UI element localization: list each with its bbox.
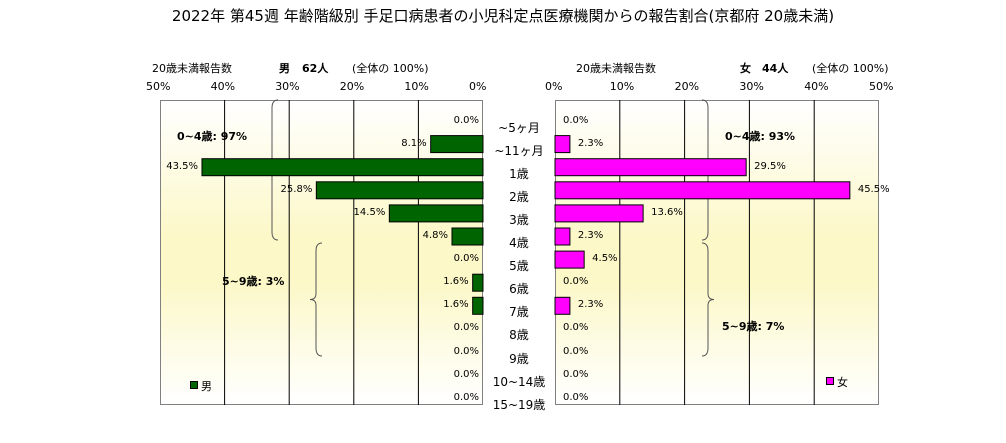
legend-female-label: 女 [837, 376, 848, 389]
male-bar [201, 158, 484, 177]
female-bar [554, 296, 571, 315]
legend-female-swatch [826, 377, 834, 385]
legend-female: 女 [826, 374, 848, 390]
female-value-label: 2.3% [577, 230, 604, 241]
legend-male-label: 男 [201, 380, 212, 393]
right-header-count: 44人 [762, 62, 789, 75]
right-header-sex: 女 [740, 62, 751, 75]
left-header-share: (全体の 100%) [352, 62, 429, 75]
female-bar [554, 204, 644, 223]
male-annotation-0-4: 0~4歳: 97% [177, 130, 248, 143]
age-category-label: 8歳 [509, 328, 529, 343]
male-bar [430, 135, 484, 154]
female-value-label: 2.3% [577, 137, 604, 149]
female-tick-label: 40% [804, 80, 829, 93]
female-tick-label: 30% [739, 80, 764, 93]
legend-male: 男 [190, 378, 212, 394]
female-plot-area [555, 100, 879, 405]
female-value-label: 13.6% [651, 206, 683, 218]
age-category-label: 9歳 [509, 351, 529, 366]
male-value-label: 0.0% [453, 114, 479, 126]
female-annotation-5-9: 5~9歳: 7% [722, 320, 785, 333]
male-value-label: 8.1% [401, 137, 427, 149]
left-header-count: 62人 [302, 62, 329, 75]
legend-male-swatch [190, 381, 198, 389]
age-category-label: 15~19歳 [492, 397, 546, 412]
male-bar [388, 204, 484, 223]
male-value-label: 14.5% [353, 206, 386, 218]
female-bar [554, 181, 851, 200]
female-bracket-5-9 [701, 242, 715, 357]
right-header-share: (全体の 100%) [812, 62, 889, 75]
male-value-label: 0.0% [453, 322, 479, 334]
female-value-label: 0.0% [563, 276, 589, 288]
female-annotation-0-4: 0~4歳: 93% [725, 130, 796, 143]
female-bar [554, 250, 585, 269]
age-category-label: 2歳 [509, 189, 529, 204]
male-value-label: 0.0% [453, 345, 479, 357]
female-bar [554, 135, 571, 154]
male-tick-label: 50% [146, 80, 171, 93]
male-value-label: 25.8% [280, 183, 313, 195]
age-category-label: 6歳 [509, 282, 529, 297]
male-value-label: 43.5% [166, 160, 198, 172]
female-value-label: 0.0% [563, 322, 589, 334]
male-bracket-5-9 [309, 242, 323, 357]
female-tick-label: 0% [545, 80, 563, 93]
age-category-label: 4歳 [509, 236, 529, 250]
male-bar [472, 296, 484, 315]
female-value-label: 0.0% [563, 391, 589, 403]
age-category-label: 3歳 [509, 212, 529, 227]
female-value-label: 29.5% [754, 160, 786, 172]
female-value-label: 45.5% [857, 183, 890, 195]
age-category-label: 7歳 [509, 305, 529, 320]
female-value-label: 0.0% [563, 345, 589, 357]
age-category-label: 5歳 [509, 259, 529, 274]
age-category-label: 1歳 [509, 166, 529, 181]
male-value-label: 0.0% [453, 391, 479, 403]
female-value-label: 0.0% [563, 368, 589, 380]
chart-title: 2022年 第45週 年齢階級別 手足口病患者の小児科定点医療機関からの報告割合… [171, 7, 835, 25]
male-value-label: 1.6% [443, 276, 469, 288]
age-category-label: 10~14歳 [492, 374, 546, 389]
female-bar [554, 158, 747, 177]
left-header-subtitle: 20歳未満報告数 [152, 62, 232, 75]
male-tick-label: 40% [210, 80, 236, 93]
male-annotation-5-9: 5~9歳: 3% [222, 275, 285, 288]
male-tick-label: 20% [339, 80, 365, 93]
male-tick-label: 10% [404, 80, 429, 93]
female-value-label: 2.3% [577, 299, 604, 311]
male-value-label: 0.0% [453, 253, 479, 265]
male-value-label: 1.6% [443, 299, 469, 311]
male-tick-label: 30% [275, 80, 300, 93]
female-tick-label: 20% [674, 80, 700, 93]
male-value-label: 0.0% [453, 368, 479, 380]
male-value-label: 4.8% [422, 230, 448, 241]
male-bar [451, 227, 484, 246]
male-bar [315, 181, 484, 200]
male-tick-label: 0% [469, 80, 487, 93]
female-value-label: 4.5% [592, 253, 618, 265]
left-header-sex: 男 [279, 62, 290, 75]
right-header-subtitle: 20歳未満報告数 [576, 62, 656, 75]
female-tick-label: 50% [869, 80, 894, 93]
female-tick-label: 10% [609, 80, 635, 93]
female-value-label: 0.0% [563, 114, 589, 126]
age-category-label: ~5ヶ月 [498, 120, 540, 135]
male-plot-area [160, 100, 483, 405]
age-category-label: ~11ヶ月 [494, 143, 544, 158]
male-bar [472, 273, 484, 292]
female-bar [554, 227, 571, 246]
